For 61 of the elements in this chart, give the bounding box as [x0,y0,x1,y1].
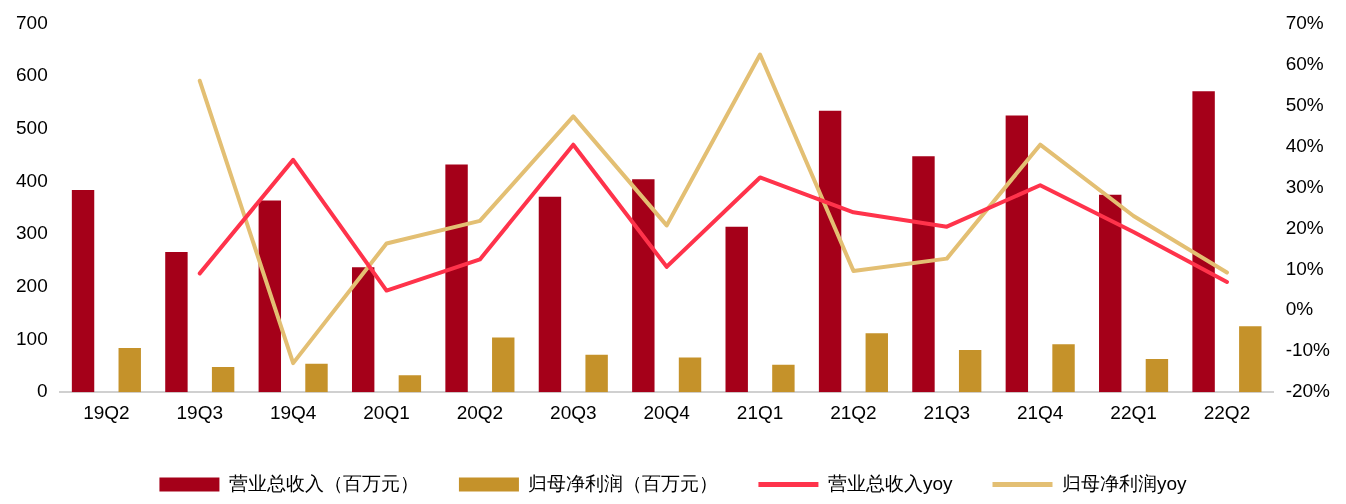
y-tick-label: 0 [37,380,48,402]
y2-tick-label: 40% [1285,134,1324,156]
bar [1239,326,1262,393]
bar [585,354,608,393]
bar [725,226,748,393]
legend-label: 归母净利润（百万元） [528,472,719,494]
x-tick-label: 21Q1 [736,401,784,423]
bar [632,179,655,393]
y-tick-label: 700 [16,11,48,33]
y2-tick-label: 0% [1285,298,1314,320]
y-tick-label: 300 [16,222,48,244]
x-tick-label: 21Q4 [1016,401,1064,423]
y-tick-label: 200 [16,275,48,297]
bar [1099,194,1122,393]
y2-tick-label: 60% [1285,52,1324,74]
legend-label: 营业总收入（百万元） [228,472,419,494]
bar [445,164,468,393]
bar [305,363,328,393]
bar [678,357,702,393]
bar [492,337,515,393]
bar [772,364,795,393]
bar [351,267,375,393]
y-tick-label: 600 [16,64,48,86]
bar [71,189,95,393]
bar [1192,91,1215,393]
bar [538,196,562,393]
bar [165,252,188,393]
bar [865,333,888,393]
bar [398,375,422,393]
x-tick-label: 20Q1 [363,401,410,423]
bar [958,350,982,393]
y2-tick-label: -20% [1285,380,1331,402]
x-tick-label: 22Q2 [1203,401,1251,423]
legend-label: 营业总收入yoy [827,472,953,494]
bar [912,156,935,393]
x-tick-label: 21Q2 [830,401,877,423]
bar [118,347,141,393]
y-tick-label: 400 [16,169,48,191]
y2-tick-label: 20% [1285,216,1324,238]
x-tick-label: 21Q3 [923,401,971,423]
x-tick-label: 20Q2 [456,401,504,423]
x-tick-label: 20Q3 [550,401,597,423]
bar [1145,359,1169,393]
bar [258,200,282,393]
x-tick-label: 19Q2 [83,401,130,423]
y2-tick-label: 70% [1285,11,1324,33]
y2-tick-label: 10% [1285,257,1324,279]
x-tick-label: 22Q1 [1110,401,1157,423]
x-tick-label: 19Q3 [176,401,224,423]
bar [211,366,235,393]
x-tick-label: 19Q4 [269,401,317,423]
bar [1052,344,1075,393]
legend-label: 归母净利润yoy [1062,472,1188,494]
y2-tick-label: 30% [1285,175,1324,197]
y-tick-label: 100 [16,327,48,349]
y-tick-label: 500 [16,117,48,139]
y2-tick-label: 50% [1285,93,1324,115]
x-tick-label: 20Q4 [643,401,691,423]
bar [818,110,842,393]
y2-tick-label: -10% [1285,339,1331,361]
bar [1005,115,1029,393]
